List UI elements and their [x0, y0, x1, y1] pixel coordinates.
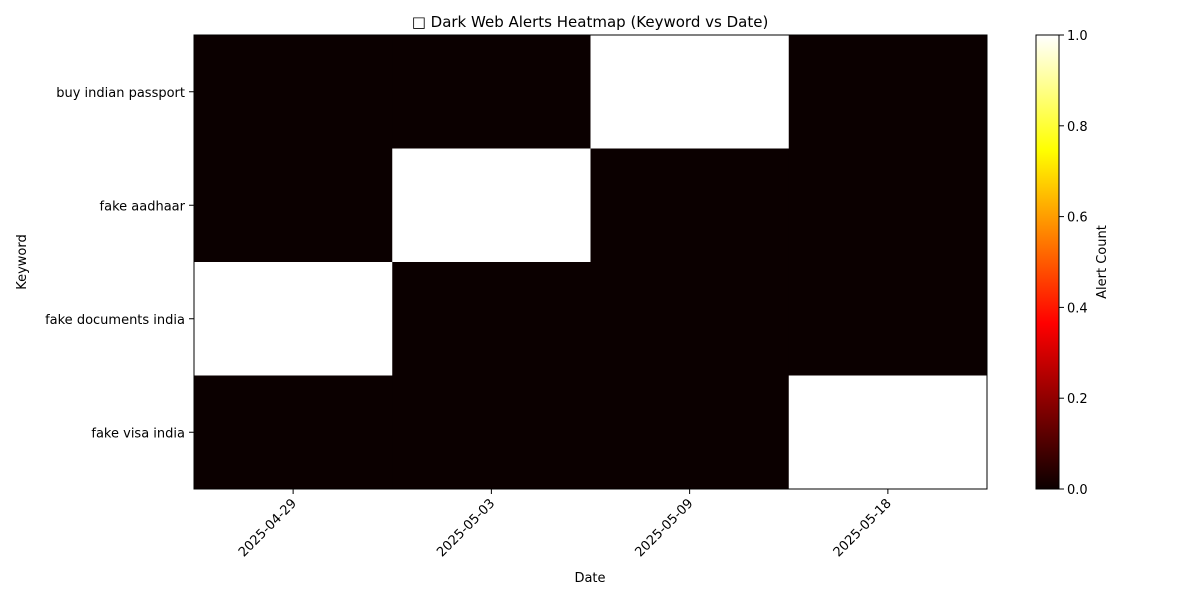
colorbar-tick-label: 1.0 — [1067, 29, 1088, 44]
colorbar-ticks: 0.0 0.2 0.4 0.6 0.8 1.0 — [1059, 29, 1088, 498]
heatmap-cell — [590, 262, 790, 376]
x-axis: 2025-04-29 2025-05-03 2025-05-09 2025-05-18 — [236, 489, 895, 560]
heatmap-cell — [788, 35, 988, 149]
heatmap-cell — [590, 375, 790, 490]
colorbar-tick-label: 0.0 — [1067, 483, 1088, 498]
heatmap-cell — [194, 148, 393, 263]
colorbar-label: Alert Count — [1095, 225, 1110, 299]
y-tick-label: fake aadhaar — [100, 199, 186, 214]
y-tick-label: fake visa india — [91, 426, 185, 441]
x-tick-label: 2025-05-03 — [434, 496, 498, 560]
colorbar-tick-label: 0.4 — [1067, 301, 1088, 316]
heatmap-cell — [194, 35, 393, 149]
y-axis-label: Keyword — [15, 234, 30, 290]
colorbar-tick-label: 0.8 — [1067, 120, 1088, 135]
x-tick-label: 2025-04-29 — [236, 496, 300, 560]
heatmap-cell — [194, 262, 393, 376]
y-tick-label: buy indian passport — [56, 86, 185, 101]
heatmap-cell — [392, 262, 591, 376]
x-tick-label: 2025-05-18 — [831, 496, 895, 560]
heatmap-cell — [788, 148, 988, 263]
y-axis: buy indian passport fake aadhaar fake docu… — [45, 86, 194, 441]
chart-title: □ Dark Web Alerts Heatmap (Keyword vs Da… — [412, 13, 769, 31]
heatmap-cell — [788, 375, 988, 490]
colorbar-tick-label: 0.2 — [1067, 392, 1088, 407]
x-tick-label: 2025-05-09 — [632, 496, 696, 560]
heatmap-cell — [392, 148, 591, 263]
colorbar-tick-label: 0.6 — [1067, 211, 1088, 226]
colorbar-gradient — [1035, 34, 1060, 490]
heatmap-cell — [392, 35, 591, 149]
heatmap-cell — [590, 35, 790, 149]
heatmap-cell — [788, 262, 988, 376]
x-axis-label: Date — [574, 571, 605, 586]
heatmap-cells — [194, 35, 988, 490]
plot-frame — [193, 34, 988, 490]
y-tick-label: fake documents india — [45, 313, 185, 328]
heatmap-cell — [392, 375, 591, 490]
heatmap-cell — [194, 375, 393, 490]
heatmap-cell — [590, 148, 790, 263]
colorbar: 0.0 0.2 0.4 0.6 0.8 1.0 Alert Count — [1035, 29, 1110, 498]
